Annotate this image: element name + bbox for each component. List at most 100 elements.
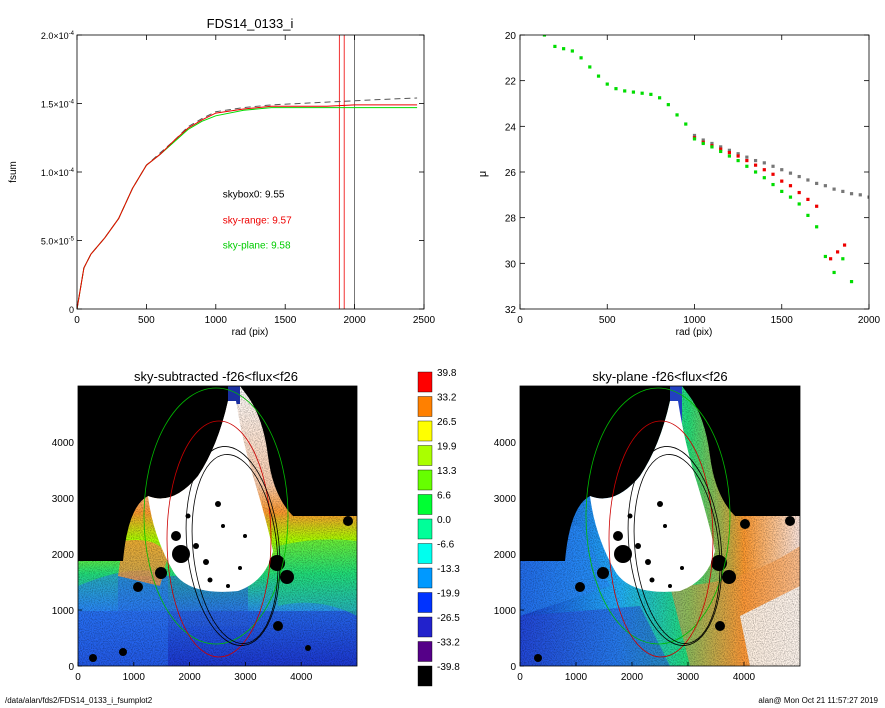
sky-annotations: skybox0: 9.55 sky-range: 9.57 sky-plane: 9…: [223, 189, 292, 251]
mu-axes: 0 500 1000 1500 2000 20 22 24 26 28 30 32: [505, 31, 881, 326]
sky-subtracted-axes: 0 1000 2000 3000 4000 0 1000 2000 3000 4000: [52, 438, 313, 683]
colorbar-label: 13.3: [437, 466, 457, 477]
fsum-ylabel: fsum: [8, 161, 19, 183]
fsum-ytick-label: 1.0×10-4: [41, 168, 75, 178]
mu-point-s2: [596, 74, 601, 78]
sky-plane-title: sky-plane -f26<flux<f26: [592, 369, 727, 384]
colorbar-swatch: [417, 616, 433, 638]
mu-point-s1: [788, 184, 793, 188]
mu-xtick-label: 1000: [683, 315, 706, 326]
image-ytick-label: 4000: [52, 438, 75, 449]
fsum-ytick-label: 5.0×10-5: [41, 237, 75, 247]
mu-point-s2: [849, 280, 854, 284]
mu-point-s2: [649, 92, 653, 96]
mu-point-s0: [727, 148, 731, 152]
fsum-ytick-label: 2.0×10-4: [41, 31, 75, 41]
mu-point-s2: [588, 65, 592, 69]
fsum-xtick-label: 1500: [274, 315, 297, 326]
mu-ytick-label: 32: [505, 305, 517, 316]
mu-point-s2: [614, 87, 618, 91]
image-ytick-label: 1000: [494, 606, 517, 617]
mu-point-s2: [570, 49, 574, 53]
mu-point-s1: [829, 257, 833, 261]
mu-point-s2: [658, 96, 662, 100]
colorbar-label: 0.0: [437, 515, 451, 526]
mu-point-s1: [771, 172, 775, 176]
image-xtick-label: 3000: [234, 672, 257, 683]
mu-point-s2: [605, 82, 609, 86]
mu-xtick-label: 500: [599, 315, 616, 326]
fsum-ytick-label: 0: [69, 305, 74, 315]
sky-subtracted-title: sky-subtracted -f26<flux<f26: [134, 369, 298, 384]
sky-annotation-2: sky-plane: 9.58: [223, 241, 291, 252]
fsum-xtick-label: 2500: [413, 315, 436, 326]
sky-plane-image: [520, 386, 800, 666]
mu-point-s2: [719, 149, 723, 154]
mu-point-s2: [675, 113, 679, 117]
mu-point-s0: [806, 178, 810, 182]
colorbar-swatch: [417, 396, 433, 417]
colorbar-label: 19.9: [437, 442, 457, 453]
mu-ytick-label: 20: [505, 31, 517, 42]
colorbar-swatch: [417, 543, 433, 564]
colorbar: 39.8 33.2 26.5 19.9 13.3 6.6 0.0 -6.6 -13.3 -19.9…: [417, 368, 460, 687]
mu-point-s2: [579, 56, 583, 60]
mu-ytick-label: 30: [505, 259, 517, 270]
mu-point-s1: [780, 179, 784, 183]
colorbar-swatch: [417, 420, 433, 442]
mu-point-s0: [797, 174, 801, 179]
colorbar-swatch: [417, 641, 433, 662]
colorbar-label: -33.2: [437, 638, 460, 649]
footer-timestamp: alan@ Mon Oct 21 11:57:27 2019: [758, 696, 878, 705]
colorbar-swatch: [417, 371, 433, 393]
mu-point-s2: [692, 137, 697, 141]
mu-point-s0: [710, 141, 714, 146]
mu-point-s2: [780, 189, 784, 194]
mu-point-s2: [815, 225, 819, 229]
fsum-panel: FDS14_0133_i skybox0: 9.55 sky-range: 9.5…: [8, 16, 436, 338]
mu-point-s0: [701, 138, 705, 142]
mu-point-s0: [788, 171, 793, 175]
fsum-xtick-label: 0: [74, 315, 80, 326]
mu-point-s0: [753, 158, 758, 163]
colorbar-label: -39.8: [437, 662, 460, 673]
mu-xtick-label: 2000: [858, 315, 881, 326]
mu-point-s0: [815, 181, 819, 186]
mu-point-s0: [867, 195, 869, 199]
mu-point-s1: [753, 163, 758, 167]
mu-point-s2: [666, 103, 670, 107]
mu-point-s0: [745, 155, 749, 159]
image-ytick-label: 1000: [52, 606, 75, 617]
sky-annotation-1: sky-range: 9.57: [223, 215, 292, 226]
mu-point-s1: [815, 204, 819, 208]
colorbar-label: 33.2: [437, 393, 457, 404]
mu-point-s1: [762, 168, 766, 172]
image-ytick-label: 0: [510, 662, 516, 673]
colorbar-label: -19.9: [437, 589, 460, 600]
mu-point-s2: [623, 89, 627, 93]
mu-point-s1: [745, 158, 749, 163]
mu-point-s2: [701, 141, 705, 146]
mu-xtick-label: 0: [517, 315, 523, 326]
fsum-xtick-label: 500: [138, 315, 155, 326]
mu-xlabel: rad (pix): [676, 327, 713, 338]
image-xtick-label: 4000: [290, 672, 313, 683]
sky-subtracted-image-panel: sky-subtracted -f26<flux<f26: [52, 369, 358, 683]
sky-subtracted-image: [78, 386, 357, 666]
mu-xtick-label: 1500: [771, 315, 794, 326]
colorbar-swatch: [417, 494, 433, 515]
footer-path: /data/alan/fds2/FDS14_0133_i_fsumplot2: [5, 696, 153, 705]
sky-annotation-0: skybox0: 9.55: [223, 189, 285, 200]
mu-point-s0: [780, 168, 784, 172]
sky-plane-image-panel: sky-plane -f26<flux<f26: [494, 369, 801, 683]
mu-point-s2: [542, 35, 547, 37]
mu-ytick-label: 28: [505, 214, 517, 225]
fsum-series-2: [76, 104, 418, 310]
colorbar-swatch: [417, 445, 433, 466]
fsum-series-0: [76, 97, 418, 310]
mu-point-s2: [753, 170, 758, 174]
mu-axes-frame: [519, 34, 870, 310]
mu-point-s2: [745, 164, 749, 168]
colorbar-swatch: [417, 469, 433, 491]
